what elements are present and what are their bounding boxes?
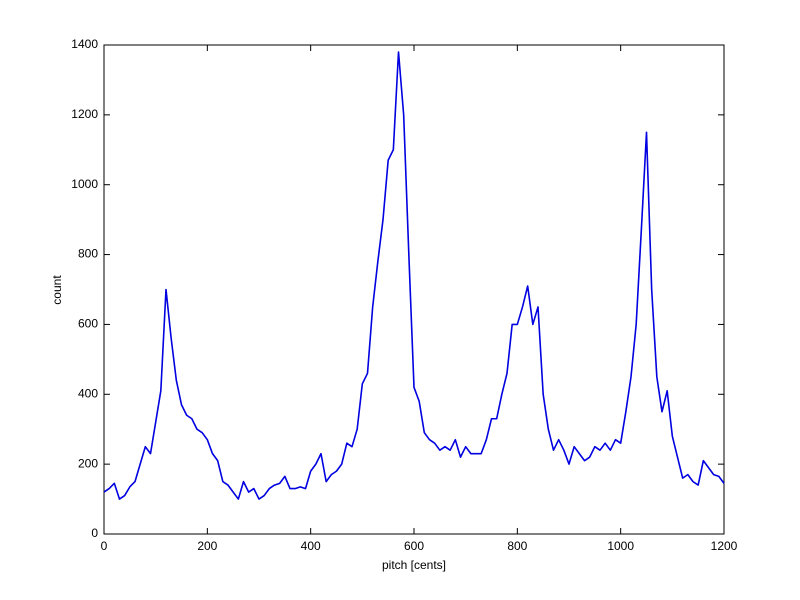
y-tick-label: 800: [78, 247, 98, 261]
x-tick-label: 800: [507, 539, 527, 553]
data-line: [103, 51, 725, 500]
y-tick-label: 600: [78, 317, 98, 331]
x-tick-label: 1200: [711, 539, 738, 553]
x-tick-label: 400: [301, 539, 321, 553]
x-tick-label: 0: [101, 539, 108, 553]
y-tick-label: 1400: [71, 37, 98, 51]
y-tick-label: 0: [91, 526, 98, 540]
y-tick-label: 400: [78, 386, 98, 400]
y-tick-label: 200: [78, 456, 98, 470]
y-axis-label: count: [50, 275, 64, 305]
y-tick-label: 1200: [71, 107, 98, 121]
x-tick-label: 1000: [607, 539, 634, 553]
x-axis-label: pitch [cents]: [382, 558, 446, 572]
y-tick-label: 1000: [71, 177, 98, 191]
x-tick-label: 600: [404, 539, 424, 553]
x-tick-label: 200: [197, 539, 217, 553]
